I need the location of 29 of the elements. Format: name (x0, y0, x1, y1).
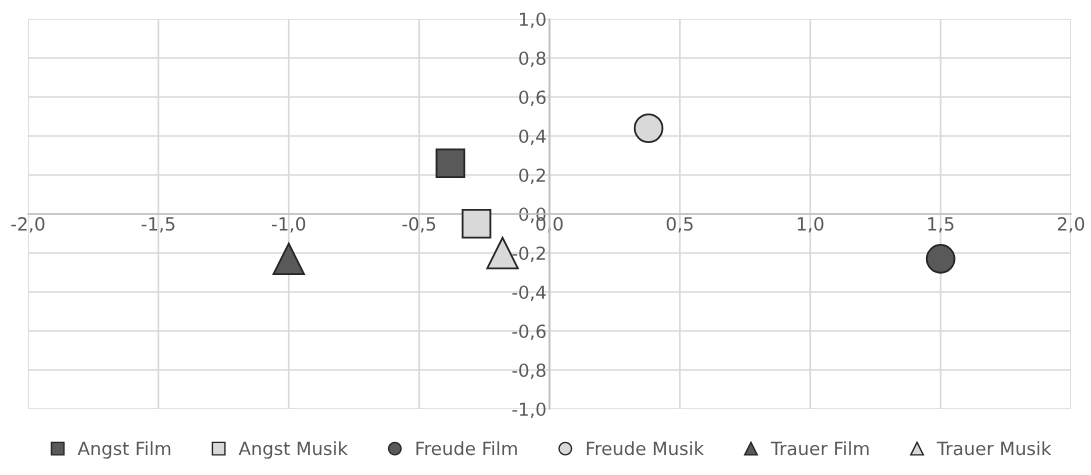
point (272, 242, 305, 276)
y-tick-label: 0,2 (519, 168, 545, 184)
x-tick-label: -0,5 (402, 217, 436, 233)
y-tick-label: 0,6 (519, 90, 546, 106)
y-tick-label: 1,0 (519, 12, 546, 28)
x-tick-label: -2,0 (11, 217, 45, 233)
x-tick-label: -1,5 (141, 217, 175, 233)
x-tick-label: 1,5 (928, 217, 954, 233)
y-tick-label: -0,4 (512, 285, 546, 301)
point (925, 244, 956, 274)
point (633, 113, 664, 143)
legend-label: Trauer Film (770, 441, 869, 456)
point (461, 208, 492, 239)
y-tick-label: -0,8 (512, 363, 546, 379)
y-tick-label: -0,6 (512, 324, 546, 340)
x-tick-label: -1,0 (272, 217, 306, 233)
y-tick-label: -1,0 (512, 402, 546, 418)
legend-label: Trauer Musik (936, 441, 1052, 456)
x-tick-label: 0,5 (666, 217, 693, 233)
point (435, 148, 466, 179)
y-tick-label: 0,8 (519, 51, 546, 67)
legend-label: Angst Film (77, 441, 171, 459)
x-tick-label: 2,0 (1057, 217, 1085, 233)
legend-label: Freude Film (416, 441, 517, 456)
legend-label: Freude Musik (586, 441, 704, 456)
x-tick-label: 1,0 (797, 217, 824, 233)
y-tick-label: 0,4 (519, 129, 546, 145)
y-tick-label: -0,2 (512, 246, 545, 262)
legend-label: Angst Musik (238, 441, 348, 459)
